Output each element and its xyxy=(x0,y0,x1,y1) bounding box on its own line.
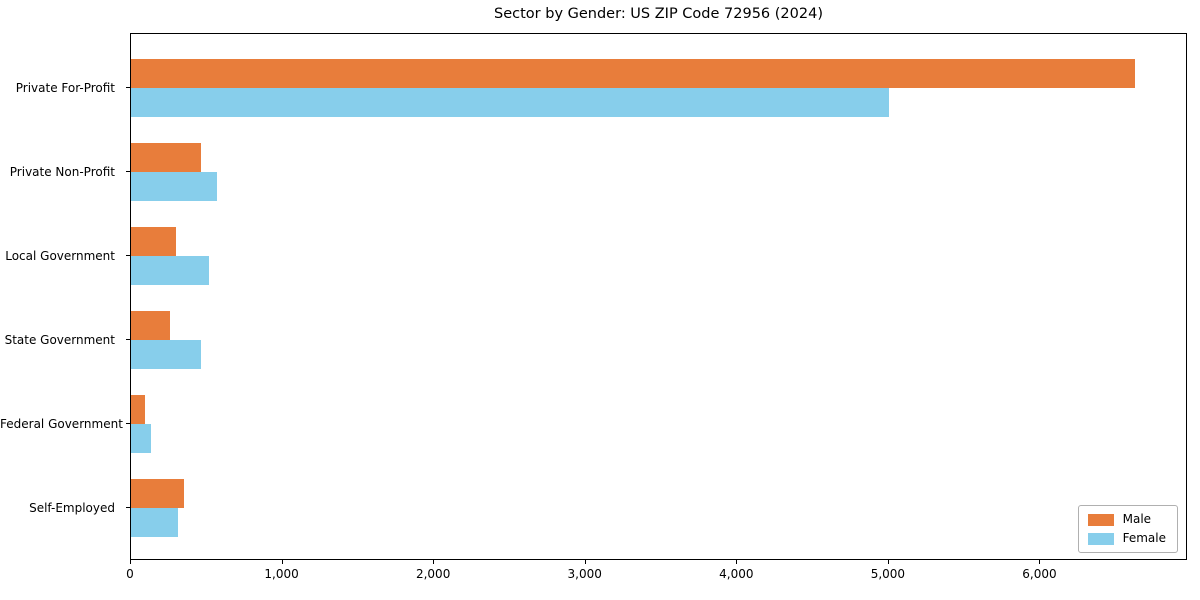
x-axis-tick-label: 1,000 xyxy=(264,567,299,581)
plot-area: Male Female xyxy=(130,33,1187,560)
legend-label-female: Female xyxy=(1122,531,1166,545)
y-axis-labels: Private For-Profit Private Non-Profit Loca… xyxy=(0,33,123,560)
x-axis: 0 1,000 2,000 3,000 4,000 5,000 6,000 xyxy=(126,560,1187,596)
bar-male xyxy=(131,395,145,424)
x-axis-tick-label: 4,000 xyxy=(719,567,754,581)
x-axis-tick xyxy=(1039,560,1041,564)
x-axis-tick xyxy=(584,560,586,564)
x-axis-tick-label: 0 xyxy=(126,567,134,581)
x-axis-tick xyxy=(281,560,283,564)
bar-female xyxy=(131,340,202,369)
male-color-swatch xyxy=(1087,513,1114,526)
bar-male xyxy=(131,227,177,256)
y-axis-ticks xyxy=(126,33,130,560)
legend-label-male: Male xyxy=(1122,512,1152,526)
bar-male xyxy=(131,143,202,172)
chart-title: Sector by Gender: US ZIP Code 72956 (202… xyxy=(494,6,823,22)
x-axis-tick xyxy=(736,560,738,564)
x-axis-tick-label: 2,000 xyxy=(415,567,451,581)
legend-item-female: Female xyxy=(1087,531,1166,545)
y-axis-tick xyxy=(126,423,130,424)
bar-female xyxy=(131,172,218,201)
x-axis-tick-label: 3,000 xyxy=(567,567,602,581)
y-axis-tick xyxy=(126,507,130,508)
y-axis-tick xyxy=(126,171,130,172)
bar-female xyxy=(131,508,178,537)
y-axis-label: Private Non-Profit xyxy=(9,165,115,179)
y-axis-label: Local Government xyxy=(5,249,115,263)
y-axis-tick xyxy=(126,87,130,88)
bar-female xyxy=(131,424,151,453)
legend-item-male: Male xyxy=(1087,512,1166,526)
bar-male xyxy=(131,311,171,340)
x-axis-tick-label: 5,000 xyxy=(870,567,906,581)
y-axis-label: Self-Employed xyxy=(29,501,115,515)
x-axis-tick xyxy=(433,560,435,564)
x-axis-tick xyxy=(130,560,131,564)
bar-male xyxy=(131,59,1136,88)
y-axis-label: Federal Government xyxy=(0,417,123,431)
female-color-swatch xyxy=(1087,532,1114,545)
x-axis-tick xyxy=(887,560,889,564)
y-axis-tick xyxy=(126,255,130,256)
bar-female xyxy=(131,88,889,117)
legend: Male Female xyxy=(1077,505,1178,553)
y-axis-label: Private For-Profit xyxy=(15,81,115,95)
bar-male xyxy=(131,479,185,508)
bar-female xyxy=(131,256,210,285)
y-axis-tick xyxy=(126,339,130,340)
y-axis-label: State Government xyxy=(4,333,115,347)
x-axis-tick-label: 6,000 xyxy=(1022,567,1057,581)
